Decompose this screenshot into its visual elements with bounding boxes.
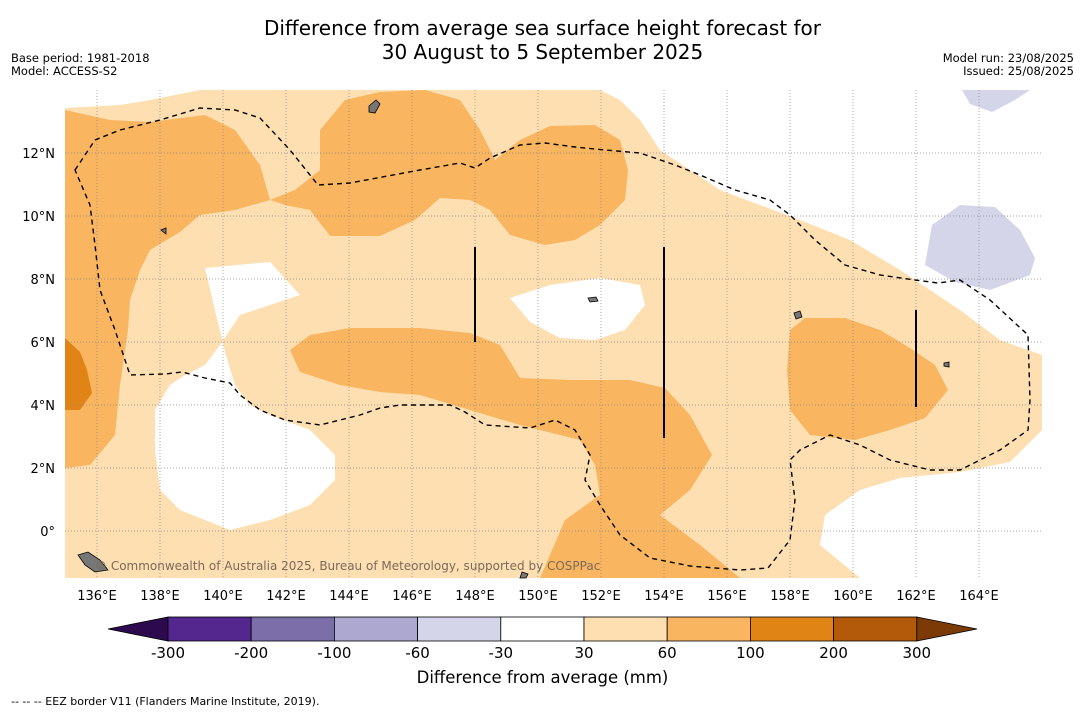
colorbar-tick-label: 30	[574, 644, 594, 662]
colorbar-tick-label: 60	[657, 644, 677, 662]
colorbar-arrow-high	[916, 616, 978, 642]
latitude-labels: 12°N 10°N 8°N 6°N 4°N 2°N 0°	[22, 147, 55, 540]
island-new-guinea	[77, 551, 109, 573]
latitude-label: 2°N	[31, 462, 56, 477]
latitude-label: 6°N	[31, 336, 56, 351]
footnote: -- -- -- EEZ border V11 (Flanders Marine…	[11, 695, 320, 708]
longitude-label: 164°E	[959, 589, 999, 604]
colorbar-swatch	[583, 616, 668, 642]
field-60-100-east	[787, 318, 948, 440]
model-name: Model: ACCESS-S2	[11, 64, 118, 78]
longitude-label: 146°E	[392, 589, 432, 604]
latitude-label: 12°N	[22, 147, 55, 162]
colorbar-tick-label: -300	[150, 644, 186, 662]
longitude-label: 160°E	[833, 589, 873, 604]
colorbar-swatch	[833, 616, 918, 642]
longitude-label: 162°E	[896, 589, 936, 604]
latitude-label: 8°N	[31, 273, 56, 288]
field-negative-ne	[962, 90, 1030, 112]
field-negative-east	[925, 205, 1035, 290]
longitude-label: 154°E	[644, 589, 684, 604]
colorbar-tick-label: -100	[317, 644, 352, 662]
longitude-label: 140°E	[203, 589, 243, 604]
colorbar-tick-label: 300	[902, 644, 932, 662]
colorbar-tick-label: 100	[736, 644, 765, 662]
colorbar-tick-label: -60	[405, 644, 430, 662]
colorbar-arrow-low	[107, 616, 169, 642]
longitude-label: 144°E	[329, 589, 369, 604]
credit-text: © Commonwealth of Australia 2025, Bureau…	[95, 559, 600, 573]
longitude-label: 150°E	[518, 589, 558, 604]
longitude-label: 156°E	[707, 589, 747, 604]
islands	[77, 99, 950, 579]
colorbar-tick-label: -200	[234, 644, 269, 662]
colorbar-tick-label: 200	[819, 644, 848, 662]
map-fields	[65, 90, 1042, 578]
island-pohnpei	[793, 310, 803, 320]
colorbar-title: Difference from average (mm)	[416, 668, 669, 687]
field-60-100-north	[270, 90, 628, 245]
colorbar-tick-label: -30	[488, 644, 514, 662]
meta-right: Model run: 23/08/2025 Issued: 25/08/2025	[943, 52, 1074, 78]
latitude-label: 0°	[40, 525, 55, 540]
longitude-label: 138°E	[140, 589, 180, 604]
colorbar-swatch	[167, 616, 252, 642]
latitude-label: 4°N	[31, 399, 56, 414]
meta-left: Base period: 1981-2018 Model: ACCESS-S2	[11, 52, 150, 78]
island-sw-1	[160, 227, 167, 235]
latitude-label: 10°N	[22, 210, 55, 225]
base-period: Base period: 1981-2018	[11, 51, 150, 65]
model-run: Model run: 23/08/2025	[942, 51, 1074, 65]
longitude-label: 152°E	[581, 589, 621, 604]
longitude-labels: 136°E 138°E 140°E 142°E 144°E 146°E 148°E 150°E…	[77, 589, 999, 604]
longitude-label: 142°E	[266, 589, 306, 604]
island-center	[587, 296, 599, 303]
colorbar-swatch	[417, 616, 502, 642]
island-south	[519, 571, 529, 579]
colorbar	[107, 616, 978, 642]
field-neutral-top	[65, 90, 200, 108]
issued-date: Issued: 25/08/2025	[963, 64, 1074, 78]
title-line-2: 30 August to 5 September 2025	[381, 40, 704, 64]
colorbar-swatch	[250, 616, 335, 642]
colorbar-swatch	[500, 616, 585, 642]
longitude-label: 136°E	[77, 589, 117, 604]
field-neutral-top-right	[600, 90, 1042, 355]
field-60-100-center	[290, 328, 740, 578]
field-60-100-west	[65, 110, 270, 468]
colorbar-swatch	[333, 616, 418, 642]
longitude-label: 148°E	[455, 589, 495, 604]
colorbar-swatch	[750, 616, 835, 642]
longitude-label: 158°E	[770, 589, 810, 604]
island-guam	[368, 99, 381, 114]
field-neutral-west	[155, 262, 335, 530]
colorbar-swatch	[666, 616, 751, 642]
field-neutral-center	[510, 278, 645, 340]
field-100-200	[65, 338, 92, 410]
title-line-1: Difference from average sea surface heig…	[263, 16, 822, 40]
island-kosrae	[943, 361, 950, 368]
field-neutral-south	[820, 430, 1042, 578]
